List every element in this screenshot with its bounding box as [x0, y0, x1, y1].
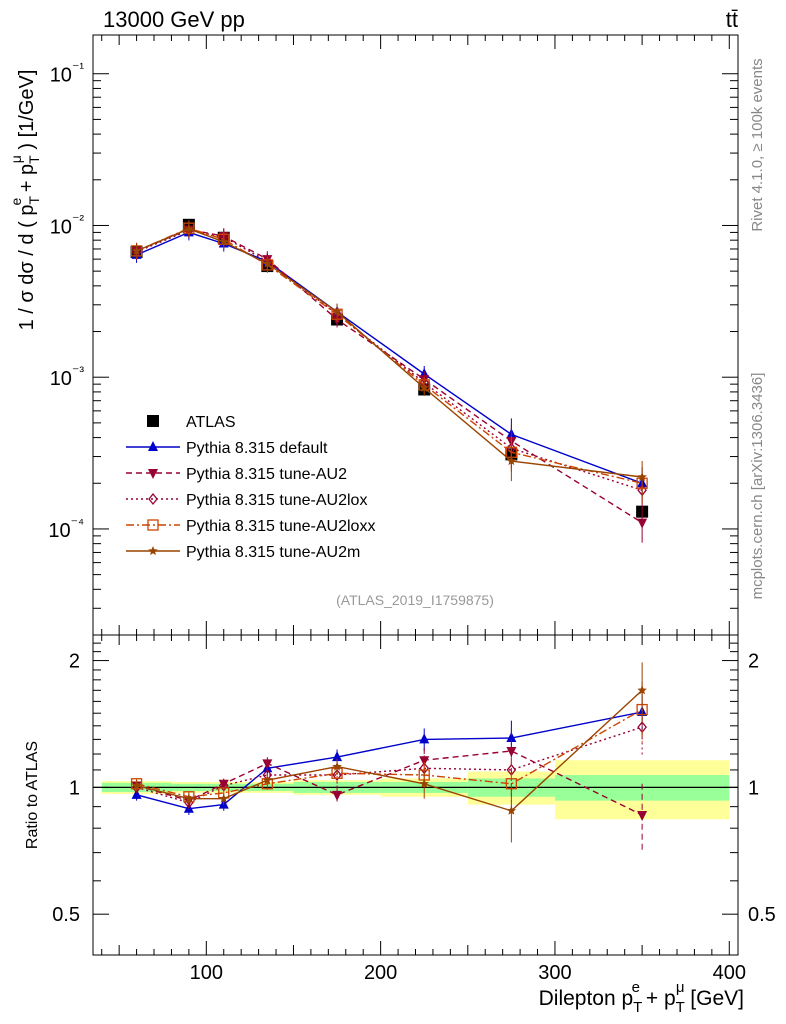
ratio-point-au2m — [332, 761, 342, 771]
ratio-panel-series — [130, 662, 648, 853]
ratio-point-default — [332, 751, 343, 762]
ratio-point-au2lox — [184, 796, 194, 809]
legend-marker-au2m — [148, 546, 158, 555]
main-series-line-au2loxx — [136, 227, 643, 484]
y-tick-label-ratio-right: 2 — [748, 651, 759, 673]
main-series-line-default — [136, 231, 643, 484]
legend-label-default: Pythia 8.315 default — [186, 440, 328, 457]
ratio-point-au2 — [637, 810, 648, 821]
main-point-au2m — [219, 236, 229, 246]
legend-marker-au2loxx — [147, 519, 159, 531]
main-point-au2m — [419, 382, 429, 392]
main-point-au2 — [637, 518, 648, 529]
legend-label-au2m: Pythia 8.315 tune-AU2m — [186, 544, 360, 561]
ratio-point-default — [131, 788, 142, 799]
main-point-au2m — [506, 456, 517, 466]
legend-label-au2lox: Pythia 8.315 tune-AU2lox — [186, 492, 367, 509]
legend-marker-default — [148, 441, 158, 451]
legend-label-au2loxx: Pythia 8.315 tune-AU2loxx — [186, 518, 375, 535]
main-point-au2m — [184, 223, 194, 233]
main-point-au2m — [262, 258, 273, 268]
x-tick-label: 400 — [713, 962, 746, 984]
main-point-au2m — [131, 245, 142, 255]
ratio-point-default — [506, 731, 517, 742]
x-axis-label: Dilepton pTe + pTμ [GeV] — [539, 979, 744, 1016]
ratio-point-au2m — [506, 805, 517, 815]
y-tick-label-ratio-right: 0.5 — [748, 904, 776, 926]
y-tick-label-ratio: 1 — [69, 777, 80, 799]
analysis-label: (ATLAS_2019_I1759875) — [336, 592, 494, 608]
ratio-point-au2m — [184, 793, 194, 803]
x-tick-label: 100 — [190, 962, 223, 984]
ratio-point-default — [419, 733, 430, 744]
ratio-point-au2 — [506, 746, 517, 757]
main-panel-series — [130, 218, 649, 543]
y-tick-label-main: 10⁻³ — [50, 363, 85, 390]
main-point-au2m — [637, 472, 647, 481]
x-tick-label: 200 — [364, 962, 397, 984]
y-tick-label-ratio-right: 1 — [748, 777, 759, 799]
ratio-series-line-au2lox — [136, 726, 643, 804]
ratio-panel-axes: 100 200 300 400 0.5 0.5 1 1 2 2 — [52, 634, 776, 984]
y-axis-label-ratio: Ratio to ATLAS — [24, 741, 41, 849]
ratio-series-line-au2 — [136, 750, 643, 816]
ratio-point-au2m — [131, 780, 142, 790]
ratio-point-au2 — [262, 759, 273, 770]
ratio-point-au2 — [332, 790, 343, 801]
legend-marker-au2 — [148, 469, 158, 479]
y-axis-label-main: 1 / σ dσ / d ( pTe + pTμ ) [1/GeV] — [8, 70, 42, 331]
header-left: 13000 GeV pp — [103, 7, 245, 32]
y-tick-label-main: 10⁻⁴ — [48, 515, 84, 542]
ratio-series-line-au2m — [136, 689, 643, 812]
ratio-point-au2m — [637, 685, 647, 695]
legend-marker-data — [147, 415, 159, 427]
rivet-label: Rivet 4.1.0, ≥ 100k events — [749, 58, 766, 231]
legend-marker-au2lox — [148, 492, 158, 506]
ratio-point-au2 — [218, 779, 229, 790]
ratio-point-au2lox — [332, 768, 342, 782]
mcplots-label: mcplots.cern.ch [arXiv:1306.3436] — [749, 373, 766, 600]
ratio-point-au2m — [219, 793, 229, 803]
legend-label-au2: Pythia 8.315 tune-AU2 — [186, 466, 347, 483]
legend-label-data: ATLAS — [186, 414, 236, 431]
ratio-series-line-au2loxx — [136, 708, 643, 798]
main-point-au2m — [332, 306, 342, 316]
y-tick-label-ratio: 2 — [69, 651, 80, 673]
main-series-line-au2m — [136, 228, 643, 478]
y-tick-label-main: 10⁻¹ — [50, 60, 85, 87]
ratio-point-au2m — [419, 778, 429, 788]
main-panel-axes: 10⁻¹ 10⁻² 10⁻³ 10⁻⁴ — [48, 35, 738, 636]
y-tick-label-main: 10⁻² — [50, 211, 85, 238]
ratio-point-au2m — [262, 775, 273, 785]
header-right: tt̄ — [726, 7, 738, 32]
x-tick-label: 300 — [538, 962, 571, 984]
legend: ATLAS Pythia 8.315 default Pythia 8.315 tu… — [126, 414, 375, 561]
y-tick-label-ratio: 0.5 — [52, 904, 80, 926]
ratio-series-line-default — [136, 711, 643, 810]
